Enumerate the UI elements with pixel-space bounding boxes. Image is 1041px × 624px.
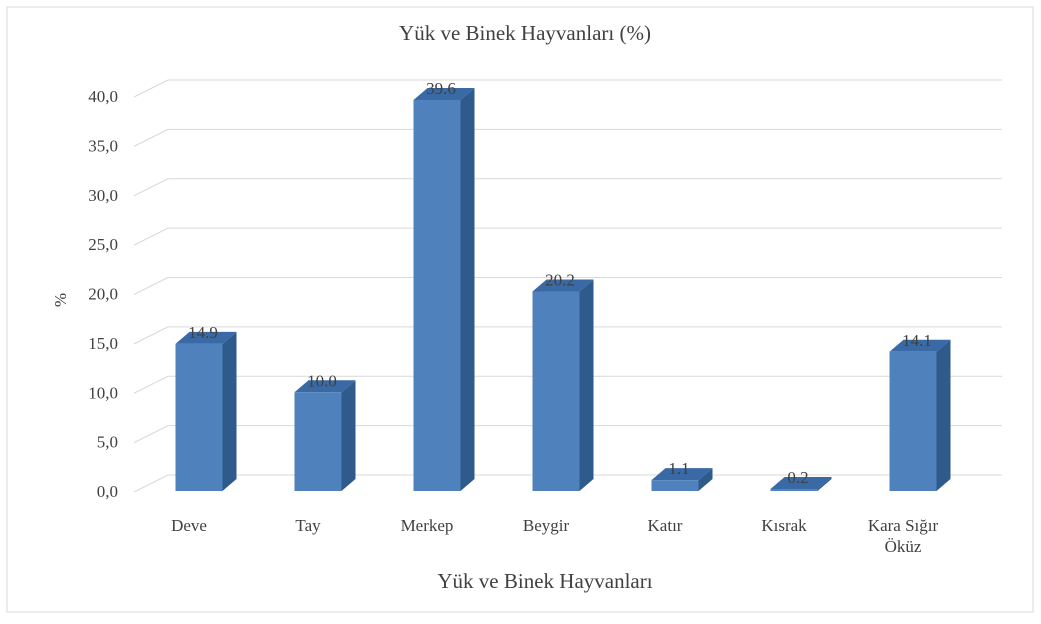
bar-front [889, 351, 937, 491]
x-tick-label-line: Öküz [885, 537, 922, 556]
bars [175, 87, 951, 491]
y-tick-label: 20,0 [88, 285, 118, 304]
gridline-depth [133, 79, 169, 98]
bar [651, 468, 713, 491]
gridline-depth [133, 425, 169, 444]
bar [532, 279, 594, 491]
x-tick-label: Deve [171, 516, 207, 535]
bar-top [651, 468, 713, 481]
y-axis-label: % [51, 293, 70, 307]
x-tick-label: Merkep [401, 516, 454, 535]
x-tick-label: Tay [295, 516, 321, 535]
bar-side [579, 279, 594, 491]
bar-side [817, 477, 832, 491]
bar-side [341, 380, 356, 491]
bar [770, 477, 832, 491]
y-tick-label: 25,0 [88, 235, 118, 254]
y-tick-label: 40,0 [88, 87, 118, 106]
gridline-depth [133, 375, 169, 394]
y-tick-labels: 0,0 5,0 10,0 15,0 20,0 25,0 30,0 35,0 40,0 [88, 87, 118, 501]
bar [294, 380, 356, 491]
x-tick-label: Kara Sığır Öküz [868, 516, 939, 556]
x-tick-label-line: Merkep [401, 516, 454, 535]
bar-front [175, 343, 223, 491]
bar-side [936, 339, 951, 491]
data-label: 10.0 [307, 371, 337, 390]
x-tick-label-line: Beygir [523, 516, 570, 535]
y-tick-label: 5,0 [97, 433, 118, 452]
chart-title: Yük ve Binek Hayvanları (%) [399, 21, 651, 45]
chart-border [6, 6, 1034, 613]
x-tick-label: Beygir [523, 516, 570, 535]
bar [413, 87, 475, 491]
data-labels: 14.9 10.0 39.6 20.2 1.1 0.2 14.1 [188, 79, 932, 487]
x-tick-label-line: Deve [171, 516, 207, 535]
bar [889, 339, 951, 491]
bar-front [532, 291, 580, 491]
x-tick-label: Katır [648, 516, 683, 535]
x-tick-label-line: Kısrak [761, 516, 807, 535]
gridline-depth [133, 227, 169, 246]
x-tick-label-line: Kara Sığır [868, 516, 939, 535]
x-tick-labels: Deve Tay Merkep Beygir Katır Kısrak Kara Sığır… [171, 516, 938, 556]
x-tick-label-line: Tay [295, 516, 321, 535]
gridline-depth [133, 128, 169, 147]
data-label: 14.9 [188, 323, 218, 342]
data-label: 1.1 [668, 459, 689, 478]
bar-top [889, 339, 951, 352]
bar-top [413, 87, 475, 100]
y-tick-label: 30,0 [88, 186, 118, 205]
y-tick-label: 0,0 [97, 482, 118, 501]
bar-side [222, 331, 237, 491]
data-label: 20.2 [545, 271, 575, 290]
y-tick-label: 10,0 [88, 383, 118, 402]
gridline-depth [133, 277, 169, 295]
bar-front [294, 392, 342, 491]
bar-side [698, 468, 713, 491]
y-tick-label: 35,0 [88, 136, 118, 155]
bar-side [460, 87, 475, 491]
bar-front [770, 489, 818, 491]
gridline-depth [133, 178, 169, 197]
bar-top [294, 380, 356, 393]
gridline-depth [133, 474, 169, 493]
bar-top [532, 279, 594, 292]
data-label: 14.1 [902, 331, 932, 350]
data-label: 0.2 [787, 468, 808, 487]
bar-front [651, 480, 699, 491]
x-axis-label: Yük ve Binek Hayvanları [437, 569, 652, 593]
gridline-depth [133, 326, 169, 345]
y-tick-label: 15,0 [88, 334, 118, 353]
bar-front [413, 99, 461, 491]
bar-top [175, 331, 237, 344]
x-tick-label-line: Katır [648, 516, 683, 535]
bar [175, 331, 237, 491]
x-tick-label: Kısrak [761, 516, 807, 535]
data-label: 39.6 [426, 79, 456, 98]
bar-top [770, 477, 832, 490]
